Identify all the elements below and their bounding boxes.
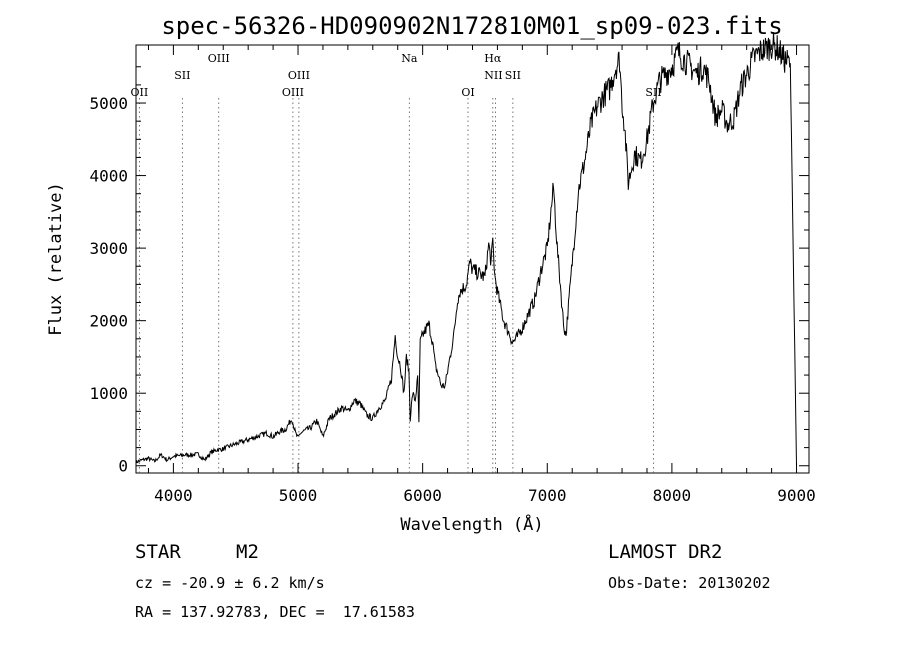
emission-line-label: SII [505, 69, 521, 82]
emission-line-label: SII [645, 86, 661, 99]
axis-tick-labels: 4000 5000 6000 7000 8000 9000 0 1000 2000 3000 400… [89, 94, 815, 505]
x-tick-label: 6000 [403, 486, 442, 505]
object-type: STAR [135, 541, 181, 563]
x-tick-label: 7000 [528, 486, 567, 505]
y-axis-label: Flux (relative) [46, 182, 66, 336]
emission-line-label: Hα [484, 52, 502, 65]
x-tick-label: 5000 [279, 486, 318, 505]
x-tick-label: 8000 [653, 486, 692, 505]
spectrum-series-line [135, 32, 797, 466]
emission-line-label: OI [461, 86, 474, 99]
object-subclass: M2 [236, 541, 259, 563]
survey-name: LAMOST DR2 [608, 541, 723, 563]
axis-ticks [136, 45, 809, 473]
emission-line-label: Na [401, 52, 418, 65]
y-tick-label: 3000 [89, 239, 128, 258]
emission-line-label: OII [131, 86, 149, 99]
x-tick-label: 9000 [777, 486, 816, 505]
observation-date: Obs-Date: 20130202 [608, 574, 771, 592]
chart-title: spec-56326-HD090902N172810M01_sp09-023.f… [161, 12, 782, 40]
velocity-readout: cz = -20.9 ± 6.2 km/s [135, 574, 325, 592]
y-tick-label: 4000 [89, 167, 128, 186]
emission-line-label: SII [174, 69, 190, 82]
x-axis-label: Wavelength (Å) [400, 513, 543, 535]
emission-line-label: OIII [288, 69, 310, 82]
y-tick-label: 5000 [89, 94, 128, 113]
y-tick-label: 0 [118, 457, 128, 476]
plot-frame [135, 44, 810, 474]
emission-line-label: NII [484, 69, 502, 82]
x-tick-label: 4000 [154, 486, 193, 505]
emission-line-label: OIII [282, 86, 304, 99]
y-tick-label: 2000 [89, 312, 128, 331]
coordinates-readout: RA = 137.92783, DEC = 17.61583 [135, 603, 415, 621]
y-tick-label: 1000 [89, 384, 128, 403]
emission-line-label: OIII [208, 52, 230, 65]
